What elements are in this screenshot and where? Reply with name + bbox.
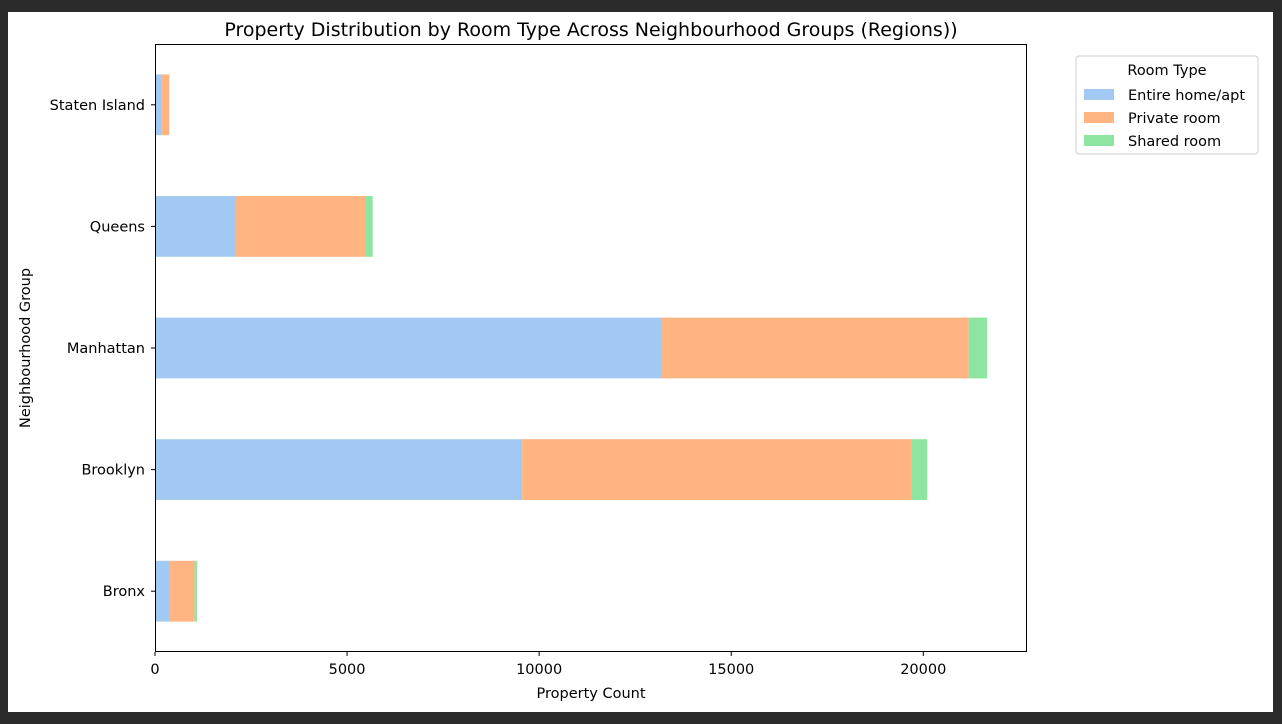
x-tick-label: 5000 bbox=[329, 662, 366, 678]
legend-swatch bbox=[1084, 89, 1114, 100]
legend-swatch bbox=[1084, 112, 1114, 123]
bar-brooklyn-series-2 bbox=[911, 439, 928, 500]
y-tick-label: Bronx bbox=[103, 584, 146, 600]
bar-bronx-series-2 bbox=[194, 560, 197, 622]
bar-manhattan-series-2 bbox=[968, 317, 988, 379]
bars-layer bbox=[155, 74, 988, 622]
bar-queens-series-2 bbox=[365, 196, 373, 257]
plot-frame bbox=[155, 44, 1027, 652]
y-tick-label: Queens bbox=[90, 219, 145, 235]
bar-brooklyn-series-0 bbox=[155, 439, 523, 500]
chart-title: Property Distribution by Room Type Acros… bbox=[224, 19, 957, 41]
chart-svg: Property Distribution by Room Type Acros… bbox=[18, 19, 1259, 702]
bar-staten-island-series-0 bbox=[155, 74, 162, 136]
legend-label: Shared room bbox=[1128, 134, 1221, 150]
legend: Room Type Entire home/apt Private room Sha… bbox=[1075, 55, 1259, 155]
x-axis-label: Property Count bbox=[536, 686, 645, 702]
x-tick-label: 20000 bbox=[900, 662, 946, 678]
bar-staten-island-series-1 bbox=[161, 74, 169, 136]
bar-manhattan-series-1 bbox=[662, 317, 969, 379]
bar-queens-series-1 bbox=[235, 196, 366, 257]
bar-brooklyn-series-1 bbox=[522, 439, 912, 500]
legend-entries: Entire home/apt Private room Shared room bbox=[1084, 88, 1245, 150]
y-axis-ticks: Bronx Brooklyn Manhattan Queens Staten Islan… bbox=[50, 98, 155, 600]
legend-label: Entire home/apt bbox=[1128, 88, 1245, 104]
y-tick-label: Staten Island bbox=[50, 98, 145, 114]
legend-title: Room Type bbox=[1127, 63, 1206, 79]
chart-figure: Property Distribution by Room Type Acros… bbox=[8, 12, 1273, 712]
x-tick-label: 10000 bbox=[516, 662, 562, 678]
legend-label: Private room bbox=[1128, 111, 1221, 127]
y-tick-label: Manhattan bbox=[67, 341, 145, 357]
x-tick-label: 0 bbox=[150, 662, 159, 678]
y-axis-label: Neighbourhood Group bbox=[18, 268, 34, 428]
legend-box bbox=[1075, 55, 1259, 155]
bar-queens-series-0 bbox=[155, 196, 236, 257]
x-tick-label: 15000 bbox=[708, 662, 754, 678]
x-axis-ticks: 0 5000 10000 15000 20000 bbox=[150, 652, 946, 678]
y-tick-label: Brooklyn bbox=[81, 463, 145, 479]
bar-bronx-series-0 bbox=[155, 560, 170, 622]
legend-swatch bbox=[1084, 135, 1114, 146]
bar-manhattan-series-0 bbox=[155, 317, 663, 379]
bar-bronx-series-1 bbox=[169, 560, 195, 622]
